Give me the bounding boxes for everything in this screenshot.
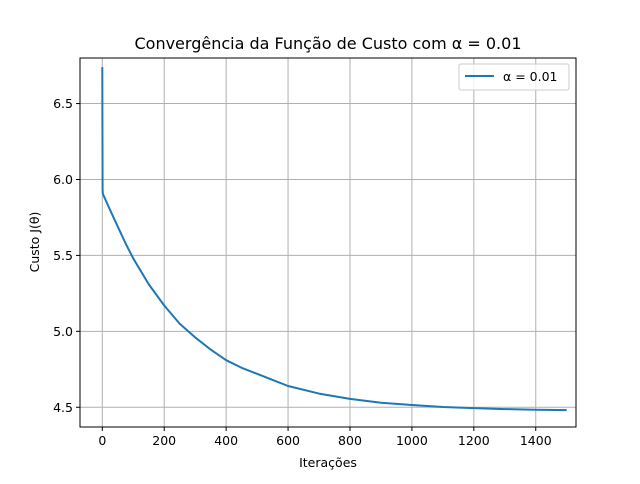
plot-area-background [80,58,576,427]
tick-layer: 0 200 400 600 800 1000 1200 1400 4.5 5.0 5.5 6.0 6.5 [53,96,552,448]
grid-layer [80,58,576,427]
chart-title: Convergência da Função de Custo com α = … [134,34,521,53]
y-axis-label: Custo J(θ) [27,212,42,273]
series-layer [101,67,567,412]
y-tick-label: 6.0 [53,172,73,187]
y-tick-label: 4.5 [53,400,73,415]
x-tick-label: 1400 [520,433,552,448]
x-tick-label: 400 [214,433,238,448]
series-line [101,67,567,412]
y-tick-label: 6.5 [53,96,73,111]
plot-area-frame [79,57,577,428]
legend-label: α = 0.01 [503,69,558,84]
legend-box [458,63,570,91]
y-tick-label: 5.5 [53,248,73,263]
x-tick-label: 1000 [396,433,428,448]
x-tick-label: 200 [152,433,176,448]
legend: α = 0.01 [458,63,570,91]
x-tick-label: 1200 [458,433,490,448]
x-tick-label: 800 [338,433,362,448]
x-axis-label: Iterações [299,455,357,470]
x-tick-label: 600 [276,433,300,448]
y-tick-label: 5.0 [53,324,73,339]
x-tick-label: 0 [98,433,106,448]
